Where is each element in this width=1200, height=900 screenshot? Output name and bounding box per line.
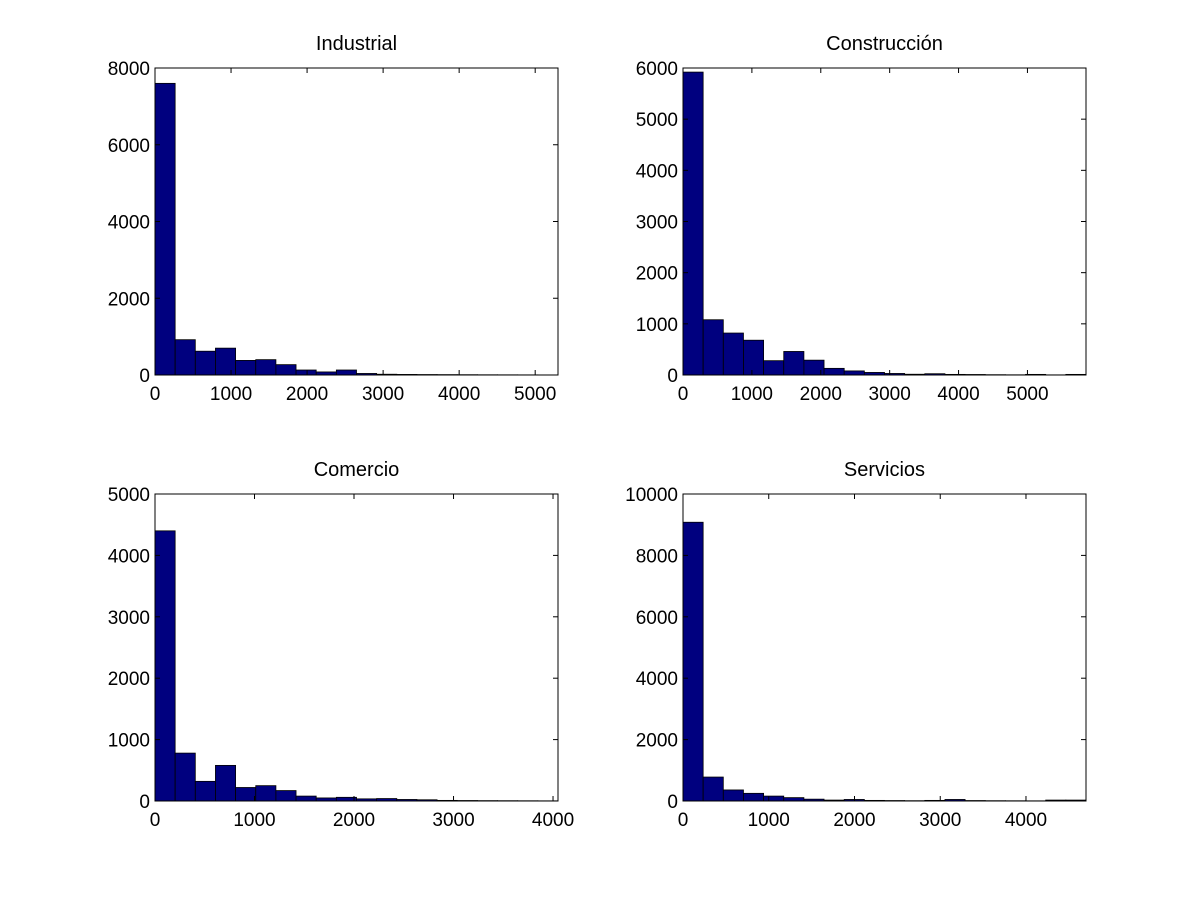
x-tick-label: 4000 [937, 384, 979, 405]
subplot-1: 0 1000 2000 3000 4000 5000 0 1000 2000 3000 4000 50… [636, 33, 1087, 405]
histogram-bar [194, 780, 216, 802]
histogram-bar [215, 347, 236, 376]
y-tick-label: 4000 [636, 669, 678, 690]
subplot-3: 0 1000 2000 3000 4000 0 2000 4000 6000 8000 10000 S… [625, 459, 1087, 831]
histogram-bar [763, 795, 785, 802]
histogram-bar [235, 360, 257, 376]
axes-frame [682, 493, 1087, 802]
subplot-title: Industrial [316, 33, 397, 55]
y-tick-label: 10000 [625, 485, 678, 506]
subplot-2: 0 1000 2000 3000 4000 0 1000 2000 3000 4000 5000 Co… [108, 459, 574, 831]
x-tick-label: 3000 [432, 810, 474, 831]
x-tick-label: 1000 [210, 384, 252, 405]
subplot-0: 0 1000 2000 3000 4000 5000 0 2000 4000 6000 8000 In… [108, 33, 559, 405]
x-tick-label: 2000 [333, 810, 375, 831]
y-tick-label: 5000 [108, 485, 150, 506]
plot-area [683, 68, 1086, 375]
y-tick-label: 2000 [636, 264, 678, 285]
y-tick-label: 5000 [636, 110, 678, 131]
x-tick-label: 2000 [286, 384, 328, 405]
histogram-bar [743, 792, 765, 802]
x-tick-label: 2000 [800, 384, 842, 405]
x-tick-label: 4000 [532, 810, 574, 831]
x-tick-label: 5000 [514, 384, 556, 405]
x-tick-label: 4000 [438, 384, 480, 405]
plot-area [155, 68, 558, 375]
x-tick-label: 4000 [1005, 810, 1047, 831]
x-tick-label: 0 [678, 810, 689, 831]
histogram-bar [702, 319, 724, 376]
histogram-bar [215, 764, 236, 802]
histogram-bar [335, 369, 357, 376]
y-tick-label: 3000 [108, 608, 150, 629]
subplot-title: Servicios [844, 459, 925, 481]
histogram-bar [275, 790, 297, 802]
histogram-bar [295, 369, 317, 376]
y-tick-label: 2000 [108, 289, 150, 310]
axes-frame [154, 493, 559, 802]
y-tick-label: 4000 [636, 161, 678, 182]
y-tick-label: 1000 [636, 315, 678, 336]
y-tick-label: 6000 [108, 136, 150, 157]
y-tick-label: 6000 [636, 608, 678, 629]
histogram-bar [174, 339, 196, 376]
y-tick-label: 3000 [636, 213, 678, 234]
plot-area [683, 494, 1086, 801]
histogram-bar [743, 339, 765, 376]
y-tick-label: 0 [139, 792, 150, 813]
y-tick-label: 2000 [108, 669, 150, 690]
y-tick-label: 6000 [636, 59, 678, 80]
y-tick-label: 8000 [636, 546, 678, 567]
y-tick-label: 4000 [108, 546, 150, 567]
histogram-bar [154, 82, 176, 376]
x-tick-label: 5000 [1006, 384, 1048, 405]
histogram-bar [823, 367, 845, 376]
histogram-bar [763, 360, 785, 376]
histogram-bar [783, 351, 805, 376]
y-tick-label: 0 [139, 366, 150, 387]
histogram-bar [843, 370, 865, 376]
x-tick-label: 2000 [833, 810, 875, 831]
histogram-bar [682, 71, 704, 376]
histogram-bar [335, 796, 357, 802]
y-tick-label: 0 [667, 366, 678, 387]
plot-area [155, 494, 558, 801]
x-tick-label: 0 [150, 384, 161, 405]
histogram-bar [194, 350, 216, 376]
histogram-bar [255, 785, 277, 802]
x-tick-label: 3000 [362, 384, 404, 405]
y-tick-label: 1000 [108, 731, 150, 752]
y-tick-label: 2000 [636, 731, 678, 752]
x-tick-label: 1000 [233, 810, 275, 831]
x-tick-label: 1000 [748, 810, 790, 831]
histogram-bar [255, 359, 277, 376]
histogram-bar [174, 752, 196, 802]
x-tick-label: 1000 [731, 384, 773, 405]
x-tick-label: 3000 [919, 810, 961, 831]
histogram-bar [295, 795, 317, 802]
x-tick-label: 0 [678, 384, 689, 405]
histogram-bar [702, 776, 724, 802]
x-tick-label: 3000 [869, 384, 911, 405]
histogram-bar [722, 789, 744, 802]
x-tick-label: 0 [150, 810, 161, 831]
y-tick-label: 4000 [108, 213, 150, 234]
histogram-bar [154, 530, 176, 802]
histogram-bar [722, 332, 744, 376]
y-tick-label: 8000 [108, 59, 150, 80]
y-tick-label: 0 [667, 792, 678, 813]
histogram-bar [682, 521, 704, 802]
histogram-bar [235, 787, 257, 802]
histogram-bar [783, 797, 805, 802]
subplot-title: Construcción [826, 33, 943, 55]
histogram-bar [275, 364, 297, 376]
subplot-title: Comercio [314, 459, 400, 481]
